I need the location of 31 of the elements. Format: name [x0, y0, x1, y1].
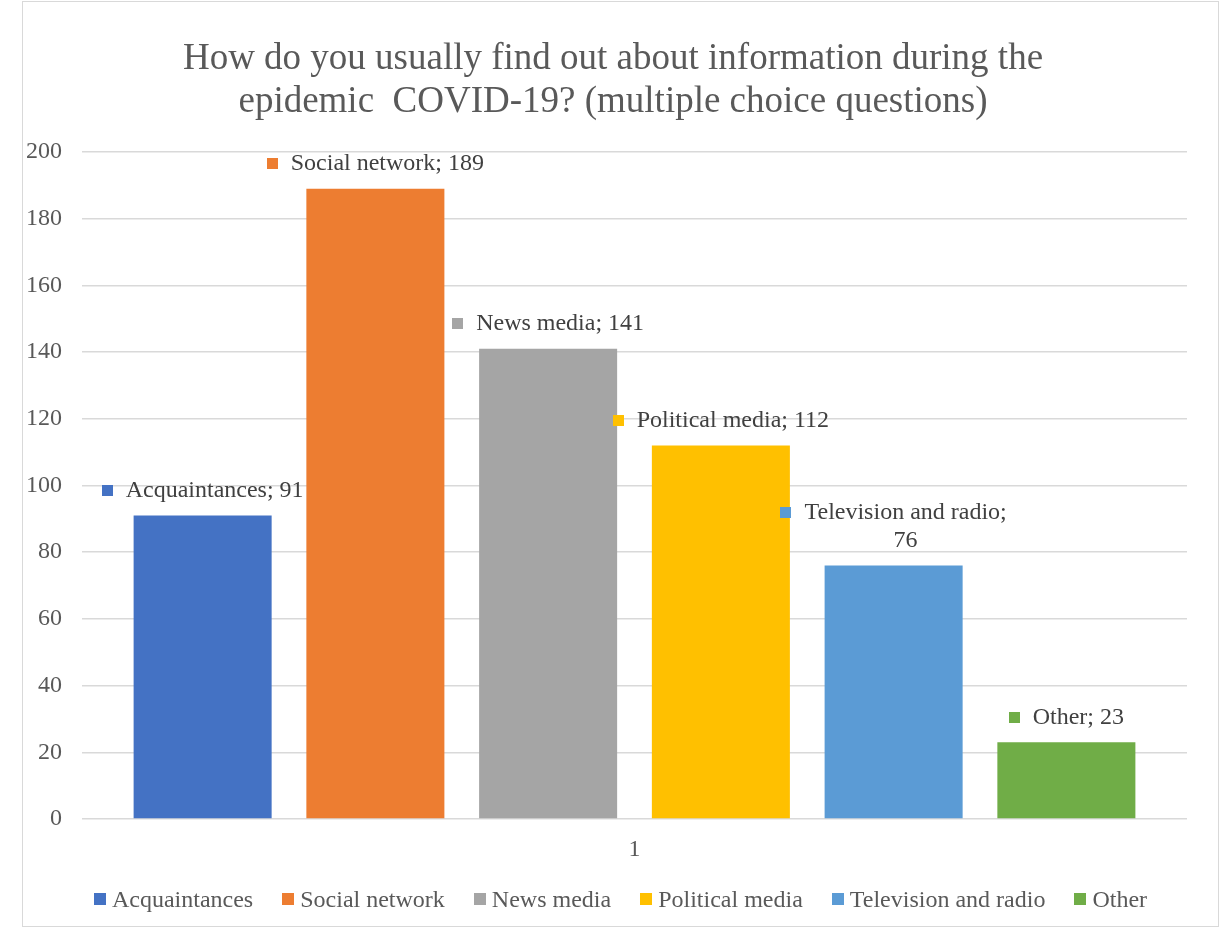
y-tick-label: 120 — [26, 404, 62, 431]
y-tick-label: 200 — [26, 137, 62, 164]
y-tick-label: 60 — [38, 604, 62, 631]
bar — [651, 445, 790, 819]
legend-label: Other — [1092, 885, 1148, 913]
bar — [133, 515, 272, 819]
chart-title: How do you usually find out about information during the epidemic COVID-19? (multiple choice questions) — [181, 35, 1045, 121]
x-tick-label: 1 — [628, 834, 641, 861]
y-tick-label: 20 — [38, 737, 62, 764]
y-tick-label: 0 — [50, 804, 62, 831]
data-label: Social network; 189 — [290, 148, 485, 175]
y-tick-label: 160 — [26, 270, 62, 297]
legend-label: News media — [491, 885, 612, 913]
y-tick-label: 180 — [26, 204, 62, 230]
legend-label: Television and radio — [849, 885, 1046, 913]
y-tick-label: 40 — [38, 670, 62, 697]
data-label: Other; 23 — [1032, 702, 1125, 729]
data-label: Television and radio; 76 — [804, 497, 1007, 552]
bar — [306, 188, 445, 819]
legend-label: Social network — [300, 885, 445, 913]
y-tick-label: 80 — [38, 537, 62, 564]
legend-label: Acquaintances — [111, 885, 254, 913]
data-label: Political media; 112 — [636, 405, 830, 432]
bar — [997, 742, 1136, 819]
bar — [479, 348, 618, 819]
data-label: News media; 141 — [476, 309, 645, 336]
y-tick-label: 140 — [26, 337, 62, 364]
bar — [824, 565, 963, 819]
data-label: Acquaintances; 91 — [125, 475, 304, 502]
y-tick-label: 100 — [26, 470, 62, 497]
legend-label: Political media — [658, 885, 803, 913]
